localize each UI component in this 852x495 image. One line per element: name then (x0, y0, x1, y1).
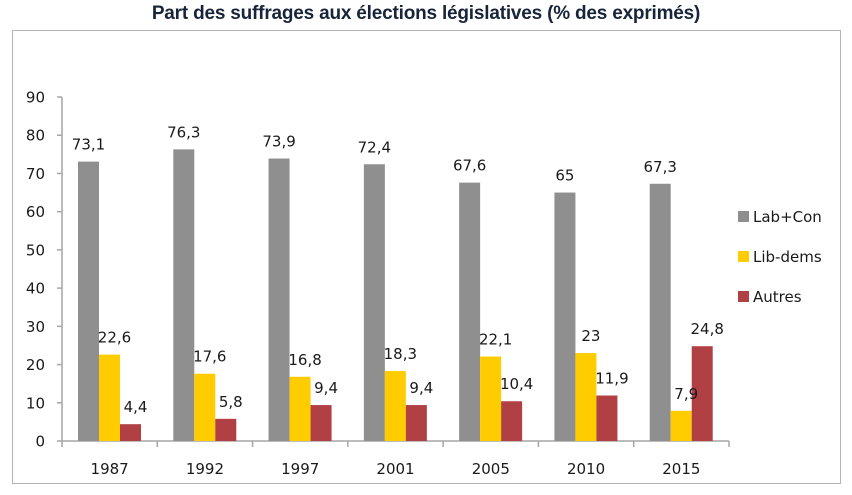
data-label: 72,4 (358, 138, 391, 156)
y-tick-label: 10 (26, 394, 45, 412)
bar-lab-con-2015 (649, 183, 671, 441)
data-label: 18,3 (384, 345, 417, 363)
x-tick-label: 1997 (281, 460, 319, 478)
legend-swatch (738, 251, 749, 262)
bar-autres-1997 (310, 405, 332, 441)
data-label: 9,4 (314, 379, 338, 397)
y-tick-label: 90 (26, 89, 45, 107)
data-label: 24,8 (691, 320, 724, 338)
bar-autres-2015 (691, 346, 713, 441)
data-label: 7,9 (674, 385, 698, 403)
x-tick-label: 2005 (472, 460, 510, 478)
y-tick-label: 0 (35, 433, 45, 451)
bar-lab-con-2010 (554, 192, 576, 441)
data-label: 23 (581, 327, 600, 345)
bar-autres-2010 (596, 395, 618, 441)
legend-label: Lab+Con (753, 208, 822, 226)
legend: Lab+Con Lib-dems Autres (738, 208, 822, 306)
data-label: 73,1 (72, 136, 105, 154)
bar-lib-dems-1997 (289, 376, 311, 441)
y-tick-label: 30 (26, 318, 45, 336)
bar-autres-1992 (215, 418, 237, 441)
data-label: 4,4 (124, 398, 148, 416)
y-tick-label: 80 (26, 127, 45, 145)
bar-lab-con-1997 (268, 158, 290, 441)
data-labels: 73,1 76,3 73,9 72,4 67,6 65 67,3 22,6 17,6 16,8 18… (72, 123, 724, 416)
data-label: 17,6 (193, 348, 226, 366)
bar-lab-con-2001 (363, 164, 385, 441)
legend-swatch (738, 211, 749, 222)
x-tick-label: 1992 (186, 460, 224, 478)
legend-item-lib-dems: Lib-dems (738, 248, 822, 266)
x-tick-label: 2010 (567, 460, 605, 478)
data-label: 73,9 (262, 133, 295, 151)
bar-lib-dems-1987 (99, 354, 120, 441)
y-tick-label: 70 (26, 165, 45, 183)
x-tick-label: 2001 (376, 460, 414, 478)
bar-autres-1987 (120, 424, 141, 441)
y-tick-label: 60 (26, 203, 45, 221)
data-label: 10,4 (500, 375, 533, 393)
x-tick-label: 1987 (91, 460, 129, 478)
data-label: 22,1 (479, 331, 512, 349)
legend-label: Autres (753, 288, 802, 306)
legend-label: Lib-dems (753, 248, 822, 266)
y-tick-label: 40 (26, 280, 45, 298)
bar-autres-2005 (501, 401, 523, 441)
bar-lib-dems-2015 (670, 410, 692, 441)
chart-title: Part des suffrages aux élections législa… (151, 3, 701, 24)
legend-item-lab-con: Lab+Con (738, 208, 822, 226)
data-label: 11,9 (595, 370, 628, 388)
data-label: 22,6 (98, 329, 131, 347)
legend-item-autres: Autres (738, 288, 802, 306)
bar-lib-dems-2001 (384, 371, 406, 441)
bar-lab-con-1992 (173, 149, 195, 441)
legend-swatch (738, 291, 749, 302)
bar-lab-con-2005 (459, 182, 481, 441)
bar-lib-dems-2005 (480, 356, 502, 441)
data-label: 67,3 (644, 158, 677, 176)
x-tick-label: 2015 (662, 460, 700, 478)
y-tick-label: 50 (26, 241, 45, 259)
bar-lib-dems-2010 (575, 353, 597, 441)
bar-lib-dems-1992 (194, 373, 216, 441)
data-label: 16,8 (288, 351, 321, 369)
data-label: 67,6 (453, 157, 486, 175)
y-tick-label: 20 (26, 356, 45, 374)
data-label: 5,8 (219, 393, 243, 411)
bar-autres-2001 (405, 405, 427, 441)
data-label: 76,3 (167, 123, 200, 141)
data-label: 9,4 (409, 379, 433, 397)
bars (78, 149, 713, 441)
bar-lab-con-1987 (78, 161, 99, 441)
chart-frame (12, 30, 841, 484)
data-label: 65 (555, 167, 574, 185)
